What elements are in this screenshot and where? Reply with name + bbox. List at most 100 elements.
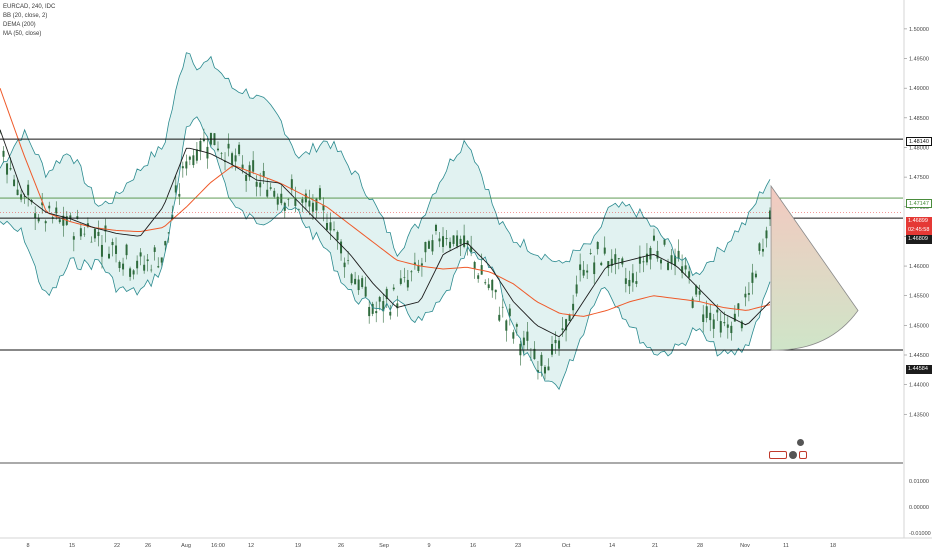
projection-triangle[interactable] [770,184,859,351]
y-tick-label: 1.48500 [909,116,929,122]
candle-body [322,205,325,211]
dot-icon[interactable] [789,451,797,459]
x-tick-label: 16:00 [211,543,225,549]
candle-body [266,189,269,197]
candle-body [508,308,511,317]
x-tick-label: Aug [181,543,191,549]
candle-body [565,319,568,331]
y-tick-label: 1.50000 [909,27,929,33]
y-tick-label: 1.44500 [909,353,929,359]
candle-body [758,243,761,251]
candle-body [431,240,434,252]
x-tick-label: 26 [338,543,344,549]
candle-body [656,250,659,259]
candle-body [540,354,543,366]
candle-body [649,247,652,260]
candle-body [150,269,153,271]
candle-body [638,256,641,264]
candle-body [642,261,645,263]
candle-body [283,202,286,211]
settings-icon[interactable] [797,439,804,446]
candle-body [667,262,670,270]
candle-body [645,253,648,263]
candle-body [484,282,487,284]
candle-body [368,306,371,317]
candle-body [178,193,181,197]
x-tick-label: 23 [515,543,521,549]
candle-body [698,290,701,295]
candle-body [396,303,399,309]
sub-y-tick-label: -0.01000 [909,531,931,537]
candle-body [90,241,93,243]
candle-body [730,325,733,334]
candle-body [526,331,529,341]
y-tick-label: 1.49500 [909,57,929,63]
horizontal-levels[interactable] [0,138,903,351]
ma-line [0,129,771,338]
x-tick-label: 8 [26,543,29,549]
candle-body [104,225,107,232]
candle-body [392,287,395,290]
candle-body [456,235,459,247]
candle-body [100,244,103,257]
bar-pattern-icon[interactable] [769,451,787,459]
candle-body [716,309,719,313]
candle-body [287,199,290,200]
candle-body [297,209,300,210]
price-badge-current: 1.46899 [906,217,932,226]
candle-body [610,258,613,267]
candle-body [382,301,385,312]
candle-body [34,213,37,219]
candle-body [586,270,589,273]
candle-body [593,262,596,275]
candle-body [354,278,357,285]
candle-body [23,196,26,197]
candle-body [9,168,12,170]
candle-body [255,181,258,187]
time-axis[interactable]: 8 15 22 26 Aug 16:00 12 19 26 Sep 9 16 23 Oct 14 21 28 No… [26,543,836,549]
candle-body [143,264,146,271]
candle-body [2,150,5,157]
indicator-icons[interactable] [769,437,809,463]
candle-body [308,200,311,207]
candle-body [536,370,539,373]
price-axis[interactable]: 1.50000 1.49500 1.49000 1.48500 1.48000 1.475… [904,27,931,537]
signal-icon[interactable] [799,451,807,459]
candle-body [652,235,655,241]
candle-body [769,210,771,220]
x-tick-label: 28 [697,543,703,549]
candle-body [470,246,473,252]
candle-body [420,263,423,266]
candle-body [434,224,437,232]
candle-body [329,222,332,231]
candle-body [389,311,392,316]
candle-body [315,198,318,211]
candle-body [628,279,631,287]
candle-body [712,319,715,329]
candle-body [325,222,328,230]
candle-body [164,241,167,246]
candle-body [361,278,364,288]
candle-body [600,262,603,266]
candle-body [761,248,764,252]
candle-body [122,263,125,270]
candle-body [726,324,729,328]
candle-body [336,232,339,241]
candle-body [234,155,237,162]
projection-wedge[interactable] [770,184,859,351]
candle-body [269,187,272,189]
candle-body [543,366,546,374]
candle-body [93,228,96,239]
candle-body [385,288,388,300]
candle-body [62,215,65,226]
x-tick-label: Oct [562,543,571,549]
candle-body [705,306,708,319]
sub-y-tick-label: 0.00000 [909,505,929,511]
candle-body [695,285,698,295]
candle-body [118,262,121,269]
candle-body [139,252,142,257]
candle-body [174,185,177,193]
candle-body [702,314,705,322]
candle-body [238,144,241,155]
